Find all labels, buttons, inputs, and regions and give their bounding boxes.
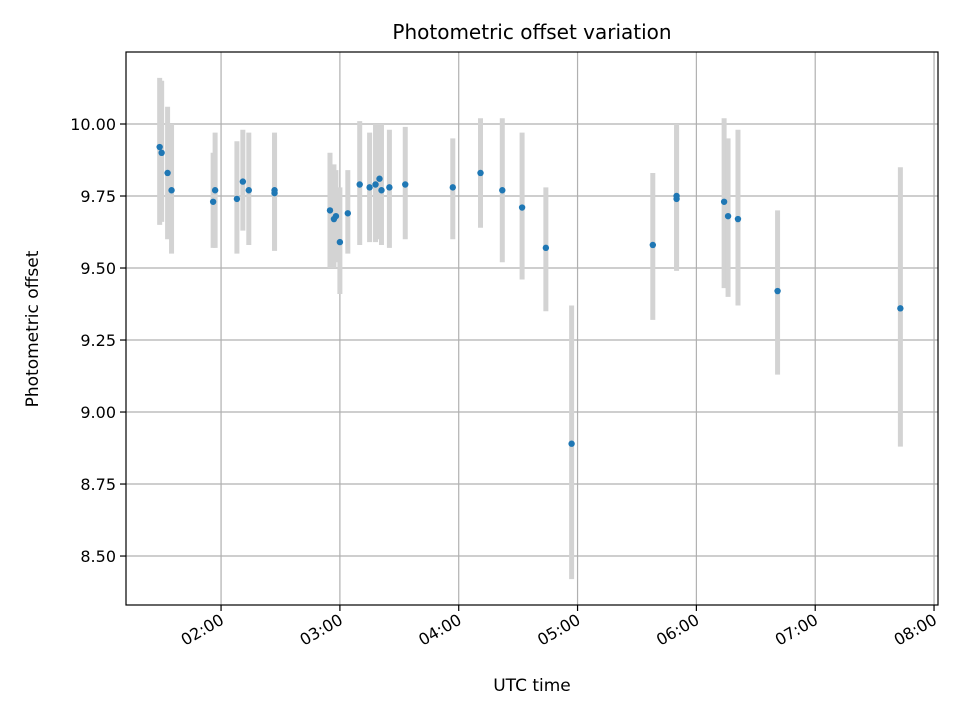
- data-point: [233, 195, 241, 203]
- data-point: [209, 198, 217, 205]
- data-point: [239, 178, 247, 185]
- data-point: [673, 192, 680, 200]
- y-tick-label: 10.00: [70, 115, 116, 134]
- data-point: [720, 198, 728, 205]
- data-point: [366, 184, 373, 191]
- y-tick-label: 9.00: [80, 403, 116, 422]
- y-tick-label: 8.50: [80, 547, 116, 566]
- data-points: [156, 143, 904, 447]
- y-axis-ticks: 8.50 8.75 9.00 9.25 9.50 9.75 10.00: [70, 115, 126, 566]
- data-point: [724, 212, 732, 220]
- data-point: [158, 149, 165, 157]
- grid: [126, 52, 938, 605]
- data-point: [378, 187, 385, 194]
- data-point: [649, 241, 657, 249]
- x-axis-label: UTC time: [493, 676, 571, 696]
- data-point: [344, 210, 352, 217]
- data-point: [477, 169, 484, 177]
- data-point: [372, 181, 379, 188]
- y-tick-label: 9.75: [80, 187, 116, 206]
- data-point: [542, 244, 550, 252]
- data-point: [897, 305, 904, 312]
- data-point: [332, 212, 340, 220]
- y-tick-label: 8.75: [80, 475, 116, 494]
- plot-frame: [125, 51, 939, 606]
- data-point: [449, 184, 456, 191]
- data-point: [168, 187, 175, 194]
- y-axis-label: Photometric offset: [23, 250, 43, 407]
- data-point: [386, 184, 393, 191]
- y-tick-label: 9.25: [80, 331, 116, 350]
- data-point: [356, 181, 363, 188]
- data-point: [336, 238, 344, 246]
- data-point: [211, 187, 219, 194]
- data-point: [271, 187, 278, 194]
- data-point: [376, 175, 383, 182]
- data-point: [734, 215, 742, 223]
- data-point: [568, 440, 575, 447]
- data-point: [326, 207, 334, 214]
- chart-title: Photometric offset variation: [392, 20, 671, 44]
- data-point: [518, 204, 526, 211]
- data-point: [402, 181, 409, 188]
- data-point: [164, 169, 171, 177]
- data-point: [774, 287, 781, 295]
- data-point: [245, 187, 252, 194]
- y-tick-label: 9.50: [80, 259, 116, 278]
- data-point: [499, 187, 506, 194]
- data-point: [156, 143, 163, 151]
